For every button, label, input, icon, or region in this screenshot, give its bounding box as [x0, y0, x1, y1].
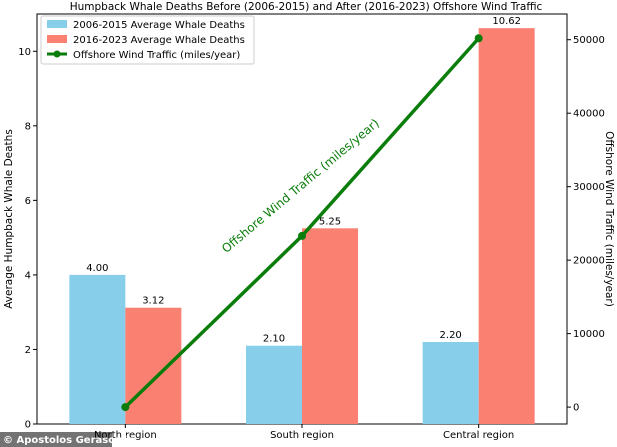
bar-value-label: 5.25 [319, 216, 341, 227]
x-tick-label: Central region [443, 430, 514, 441]
traffic-line-layer [121, 34, 483, 412]
bar-2006-2015-2 [422, 342, 479, 424]
bars-layer: 4.00 2.10 2.20 3.12 5.25 10.62 [69, 16, 535, 425]
legend-label-traffic: Offshore Wind Traffic (miles/year) [73, 50, 240, 61]
legend-line-marker [53, 50, 61, 58]
y-tick-label-right: 20000 [573, 256, 605, 267]
y-tick-label-right: 0 [573, 403, 579, 414]
legend: 2006-2015 Average Whale Deaths 2016-2023… [40, 15, 255, 65]
legend-label-2006-2015: 2006-2015 Average Whale Deaths [73, 20, 245, 31]
traffic-point [474, 34, 483, 43]
y-tick-label-left: 8 [25, 121, 31, 132]
credit-background [0, 432, 112, 447]
y-tick-label-left: 0 [25, 420, 31, 431]
y-axis-label-right: Offshore Wind Traffic (miles/year) [603, 131, 615, 307]
bar-2016-2023-2 [478, 28, 535, 425]
legend-swatch-2016-2023 [47, 35, 67, 43]
bar-value-label: 10.62 [492, 16, 521, 27]
bar-2016-2023-0 [125, 307, 182, 424]
traffic-point [298, 231, 306, 240]
bar-value-label: 2.10 [263, 334, 285, 345]
bar-value-label: 4.00 [86, 263, 108, 274]
y-tick-label-right: 30000 [573, 182, 605, 193]
y-tick-label-right: 40000 [573, 109, 605, 120]
bar-value-label: 2.20 [440, 330, 462, 341]
x-tick-label: South region [270, 430, 334, 441]
y-tick-label-left: 2 [25, 345, 31, 356]
y-tick-label-right: 10000 [573, 329, 605, 340]
legend-box [40, 15, 255, 65]
y-tick-label-left: 10 [18, 47, 31, 58]
traffic-point [121, 403, 130, 412]
left-axis: 0 2 4 6 8 10 [18, 47, 37, 431]
bar-2006-2015-0 [69, 274, 126, 424]
legend-label-2016-2023: 2016-2023 Average Whale Deaths [73, 35, 245, 46]
legend-swatch-2006-2015 [47, 20, 67, 28]
right-axis: 0 10000 20000 30000 40000 50000 [567, 35, 605, 414]
chart-title: Humpback Whale Deaths Before (2006-2015)… [70, 1, 543, 13]
y-tick-label-right: 50000 [573, 35, 605, 46]
x-tick-label: North region [94, 430, 157, 441]
credit-text: © Apostolos Gerasoulis [3, 435, 135, 446]
y-axis-label-left: Average Humpback Whale Deaths [3, 129, 15, 309]
y-tick-label-left: 4 [25, 270, 31, 281]
bar-value-label: 3.12 [142, 296, 164, 307]
bar-2006-2015-1 [246, 345, 302, 424]
bar-2016-2023-1 [302, 228, 358, 424]
x-axis: North region South region Central region [94, 424, 514, 441]
y-tick-label-left: 6 [25, 196, 31, 207]
